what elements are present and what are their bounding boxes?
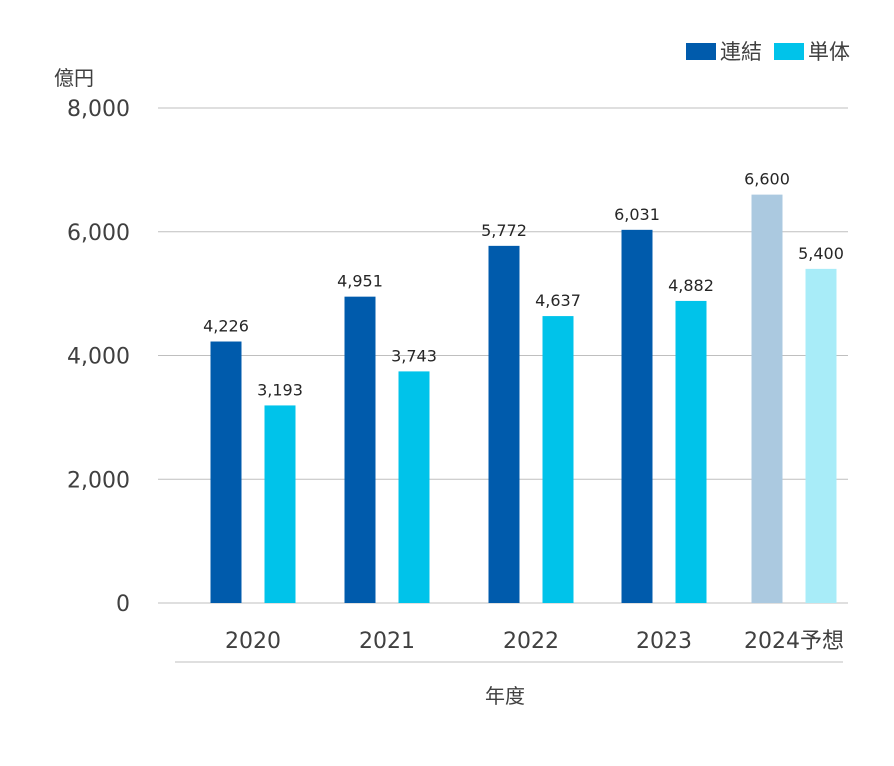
data-label: 4,951 [337, 272, 383, 291]
bar-consolidated [621, 229, 653, 603]
bar-consolidated [488, 245, 520, 604]
x-tick-label: 2022 [503, 629, 559, 654]
legend-swatch-standalone [774, 42, 804, 60]
y-tick-label: 8,000 [67, 97, 130, 122]
legend-label-standalone: 単体 [808, 40, 850, 64]
bar-standalone [675, 300, 707, 603]
data-label: 5,400 [798, 244, 844, 263]
y-tick-label: 0 [116, 592, 130, 617]
data-label: 5,772 [481, 221, 527, 240]
bar-standalone [264, 405, 296, 603]
chart-legend: 連結 単体 [674, 36, 850, 66]
bar-consolidated [210, 341, 242, 603]
x-tick-label: 2020 [225, 629, 281, 654]
bar-consolidated [751, 194, 783, 603]
data-label: 3,743 [391, 346, 437, 365]
legend-item-consolidated: 連結 [686, 36, 762, 66]
y-axis-unit-label: 億円 [54, 66, 94, 90]
y-tick-label: 6,000 [67, 221, 130, 246]
y-tick-label: 2,000 [67, 468, 130, 493]
x-tick-label: 2023 [636, 629, 692, 654]
bar-standalone [542, 316, 574, 603]
data-label: 4,226 [203, 317, 249, 336]
x-axis-title: 年度 [485, 684, 525, 708]
data-label: 4,882 [668, 276, 714, 295]
bar-standalone [398, 371, 430, 603]
y-tick-label: 4,000 [67, 345, 130, 370]
data-label: 6,600 [744, 170, 790, 189]
data-label: 3,193 [257, 380, 303, 399]
legend-label-consolidated: 連結 [720, 40, 762, 64]
x-tick-label: 2021 [359, 629, 415, 654]
x-tick-label: 2024予想 [744, 629, 844, 654]
bar-standalone [805, 268, 837, 603]
legend-item-standalone: 単体 [774, 36, 850, 66]
data-label: 6,031 [614, 205, 660, 224]
bar-consolidated [344, 296, 376, 603]
data-label: 4,637 [535, 291, 581, 310]
legend-swatch-consolidated [686, 42, 716, 60]
